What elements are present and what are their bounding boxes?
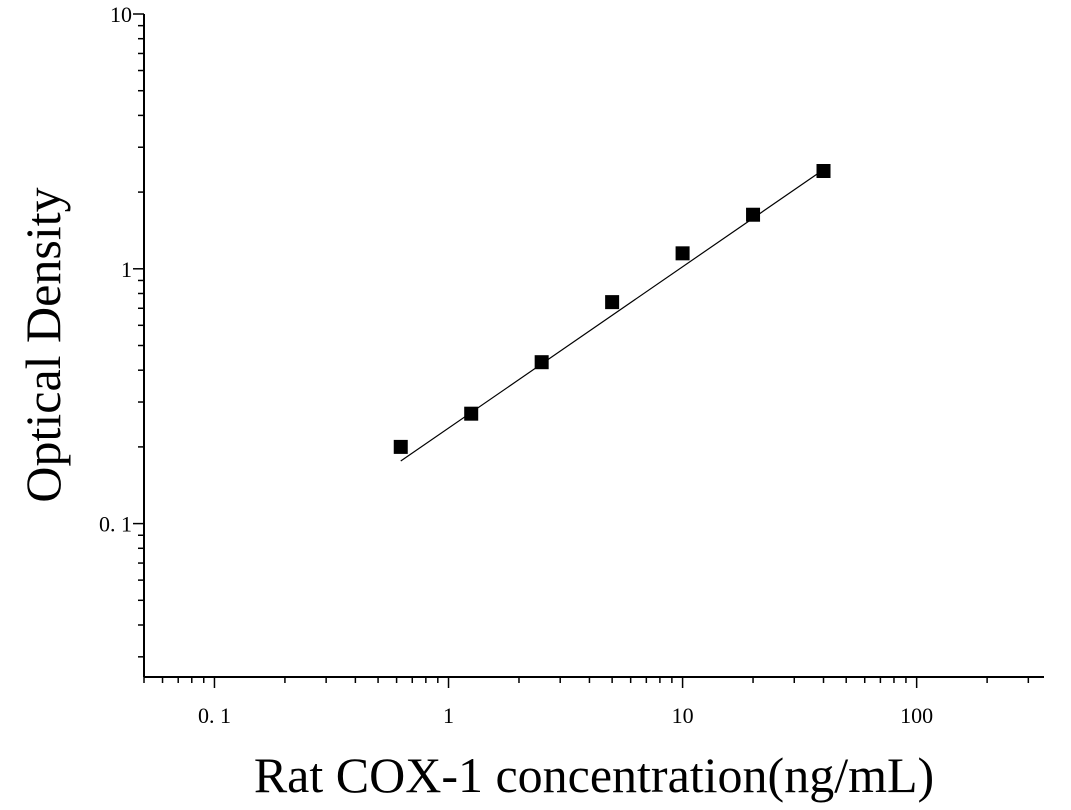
data-point xyxy=(816,164,831,179)
fit-line-group xyxy=(400,169,824,462)
y-tick-label: 10 xyxy=(110,2,132,27)
x-tick-label: 1 xyxy=(443,703,454,728)
x-tick-label: 0. 1 xyxy=(198,703,231,728)
y-axis-title: Optical Density xyxy=(15,187,71,502)
data-point xyxy=(534,355,549,370)
x-axis-title: Rat COX-1 concentration(ng/mL) xyxy=(254,747,934,803)
x-tick-label: 100 xyxy=(900,703,933,728)
axes: 0. 1 1 10 100 0. 1 1 10 xyxy=(99,2,1044,728)
data-point xyxy=(605,295,620,310)
data-point xyxy=(675,246,690,261)
data-point xyxy=(746,207,761,222)
y-tick-label: 0. 1 xyxy=(99,512,132,537)
fit-line xyxy=(400,169,824,462)
data-point xyxy=(393,439,408,454)
data-point xyxy=(464,406,479,421)
y-tick-label: 1 xyxy=(121,257,132,282)
x-tick-label: 10 xyxy=(672,703,694,728)
data-points xyxy=(393,164,831,454)
